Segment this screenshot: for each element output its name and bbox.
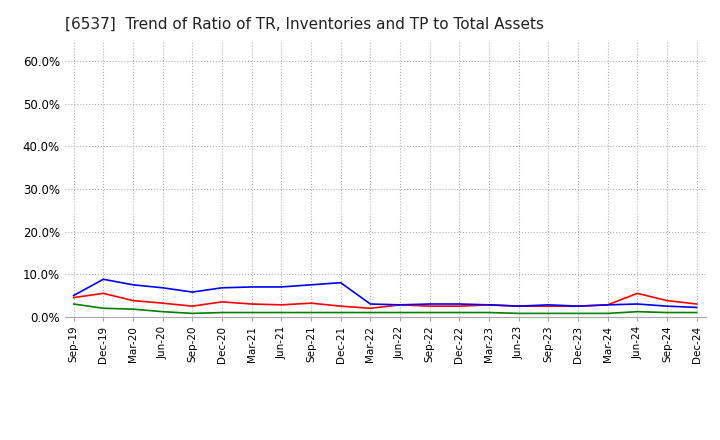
Trade Receivables bbox=[426, 304, 434, 309]
Trade Payables bbox=[336, 310, 345, 315]
Inventories bbox=[544, 302, 553, 308]
Trade Payables bbox=[396, 310, 405, 315]
Inventories bbox=[366, 301, 374, 307]
Inventories bbox=[99, 277, 108, 282]
Trade Payables bbox=[99, 306, 108, 311]
Trade Receivables bbox=[158, 301, 167, 306]
Inventories bbox=[485, 302, 493, 308]
Trade Receivables bbox=[603, 302, 612, 308]
Trade Receivables bbox=[514, 304, 523, 309]
Trade Receivables bbox=[396, 302, 405, 308]
Trade Payables bbox=[485, 310, 493, 315]
Trade Receivables bbox=[633, 291, 642, 296]
Inventories bbox=[188, 290, 197, 295]
Text: [6537]  Trend of Ratio of TR, Inventories and TP to Total Assets: [6537] Trend of Ratio of TR, Inventories… bbox=[65, 16, 544, 32]
Trade Payables bbox=[217, 310, 226, 315]
Trade Payables bbox=[603, 311, 612, 316]
Trade Payables bbox=[514, 311, 523, 316]
Trade Receivables bbox=[693, 301, 701, 307]
Trade Receivables bbox=[544, 304, 553, 309]
Inventories bbox=[129, 282, 138, 287]
Trade Payables bbox=[693, 310, 701, 315]
Inventories bbox=[693, 305, 701, 310]
Trade Receivables bbox=[248, 301, 256, 307]
Trade Payables bbox=[69, 301, 78, 307]
Trade Receivables bbox=[307, 301, 315, 306]
Inventories bbox=[396, 302, 405, 308]
Trade Payables bbox=[277, 310, 286, 315]
Trade Payables bbox=[544, 311, 553, 316]
Inventories bbox=[217, 285, 226, 290]
Trade Payables bbox=[248, 310, 256, 315]
Trade Receivables bbox=[129, 298, 138, 303]
Inventories bbox=[426, 301, 434, 307]
Trade Payables bbox=[158, 309, 167, 314]
Trade Receivables bbox=[485, 302, 493, 308]
Trade Receivables bbox=[99, 291, 108, 296]
Trade Payables bbox=[366, 310, 374, 315]
Inventories bbox=[307, 282, 315, 287]
Trade Receivables bbox=[455, 304, 464, 309]
Trade Receivables bbox=[574, 304, 582, 309]
Inventories bbox=[277, 284, 286, 290]
Trade Receivables bbox=[69, 295, 78, 300]
Trade Receivables bbox=[277, 302, 286, 308]
Trade Receivables bbox=[336, 304, 345, 309]
Inventories bbox=[158, 285, 167, 290]
Trade Payables bbox=[426, 310, 434, 315]
Inventories bbox=[455, 301, 464, 307]
Inventories bbox=[514, 304, 523, 309]
Trade Payables bbox=[307, 310, 315, 315]
Trade Receivables bbox=[217, 299, 226, 304]
Inventories bbox=[336, 280, 345, 285]
Trade Payables bbox=[188, 311, 197, 316]
Trade Payables bbox=[455, 310, 464, 315]
Inventories bbox=[69, 293, 78, 298]
Line: Inventories: Inventories bbox=[73, 279, 697, 308]
Trade Receivables bbox=[662, 298, 671, 303]
Trade Receivables bbox=[188, 304, 197, 309]
Trade Receivables bbox=[366, 306, 374, 311]
Inventories bbox=[574, 304, 582, 309]
Trade Payables bbox=[129, 307, 138, 312]
Line: Trade Receivables: Trade Receivables bbox=[73, 293, 697, 308]
Inventories bbox=[633, 301, 642, 307]
Trade Payables bbox=[633, 309, 642, 314]
Trade Payables bbox=[662, 310, 671, 315]
Line: Trade Payables: Trade Payables bbox=[73, 304, 697, 313]
Inventories bbox=[662, 304, 671, 309]
Inventories bbox=[248, 284, 256, 290]
Inventories bbox=[603, 302, 612, 308]
Trade Payables bbox=[574, 311, 582, 316]
